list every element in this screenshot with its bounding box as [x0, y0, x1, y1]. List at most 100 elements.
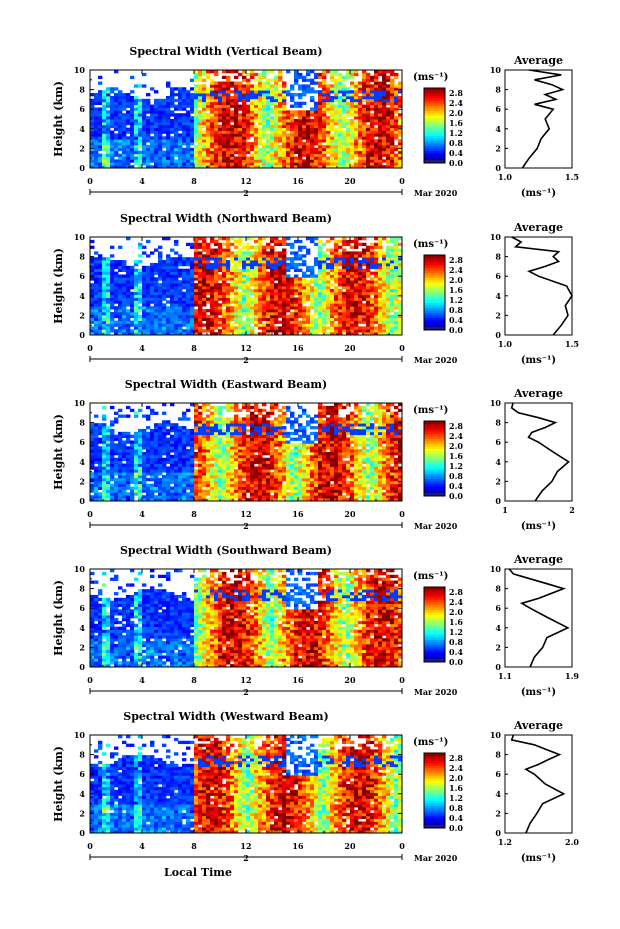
heatmap-cell: [314, 294, 319, 298]
heatmap-cell: [130, 323, 135, 327]
heatmap-cell: [142, 283, 147, 287]
heatmap-cell: [126, 98, 131, 103]
heatmap-cell: [90, 265, 95, 270]
heatmap-cell: [206, 317, 211, 321]
heatmap-cell: [306, 314, 311, 319]
heatmap-cell: [182, 104, 187, 108]
heatmap-cell: [354, 107, 359, 111]
heatmap-cell: [230, 268, 235, 272]
heatmap-cell: [130, 277, 135, 281]
heatmap-cell: [318, 262, 323, 267]
heatmap-cell: [294, 317, 299, 321]
heatmap-cell: [226, 300, 231, 304]
heatmap-cell: [238, 150, 243, 154]
heatmap-cell: [386, 93, 391, 97]
heatmap-cell: [94, 449, 99, 453]
heatmap-cell: [338, 133, 343, 137]
heatmap-cell: [282, 288, 287, 293]
heatmap-cell: [206, 245, 211, 249]
heatmap-cell: [354, 162, 359, 166]
heatmap-cell: [118, 317, 123, 321]
heatmap-cell: [178, 300, 183, 304]
heatmap-cell: [122, 127, 127, 131]
heatmap-cell: [258, 101, 263, 105]
heatmap-cell: [178, 113, 183, 117]
heatmap-cell: [210, 268, 215, 272]
heatmap-cell: [194, 271, 199, 275]
heatmap-cell: [394, 277, 399, 281]
heatmap-cell: [306, 280, 311, 284]
heatmap-cell: [190, 317, 195, 321]
heatmap-cell: [298, 150, 303, 154]
heatmap-cell: [118, 277, 123, 281]
profile-y-tick-label: 0: [495, 163, 501, 173]
heatmap-cell: [150, 274, 155, 278]
heatmap-cell: [190, 110, 195, 114]
heatmap-cell: [382, 323, 387, 327]
heatmap-cell: [110, 116, 115, 120]
heatmap-cell: [134, 297, 139, 301]
heatmap-cell: [242, 265, 247, 270]
heatmap-cell: [318, 162, 323, 166]
heatmap-cell: [362, 78, 367, 82]
heatmap-cell: [210, 121, 215, 126]
heatmap-cell: [382, 332, 387, 336]
heatmap-cell: [102, 291, 107, 296]
heatmap-cell: [262, 317, 267, 321]
heatmap-cell: [114, 150, 119, 154]
heatmap-cell: [98, 311, 103, 316]
heatmap-cell: [106, 294, 111, 298]
heatmap-cell: [198, 277, 203, 281]
heatmap-cell: [94, 142, 99, 146]
heatmap-cell: [298, 326, 303, 330]
heatmap-cell: [118, 437, 123, 441]
heatmap-cell: [162, 113, 167, 117]
heatmap-cell: [238, 237, 243, 241]
heatmap-cell: [394, 98, 399, 103]
heatmap-cell: [258, 162, 263, 166]
heatmap-cell: [210, 70, 215, 74]
heatmap-cell: [90, 311, 95, 316]
heatmap-cell: [134, 480, 139, 485]
heatmap-cell: [174, 165, 179, 169]
heatmap-cell: [122, 300, 127, 304]
heatmap-cell: [202, 286, 207, 290]
heatmap-cell: [318, 113, 323, 117]
heatmap-cell: [314, 81, 319, 85]
heatmap-cell: [174, 329, 179, 333]
heatmap-cell: [166, 294, 171, 298]
heatmap-cell: [110, 254, 115, 258]
heatmap-cell: [182, 130, 187, 134]
heatmap-cell: [102, 116, 107, 120]
heatmap-cell: [178, 144, 183, 149]
heatmap-cell: [206, 260, 211, 264]
heatmap-cell: [98, 124, 103, 129]
heatmap-cell: [174, 121, 179, 126]
heatmap-cell: [354, 116, 359, 120]
heatmap-cell: [146, 280, 151, 284]
heatmap-cell: [198, 332, 203, 336]
heatmap-cell: [318, 317, 323, 321]
heatmap-cell: [102, 95, 107, 100]
heatmap-cell: [282, 274, 287, 278]
heatmap-cell: [114, 271, 119, 275]
heatmap-cell: [162, 332, 167, 336]
heatmap-cell: [226, 248, 231, 252]
heatmap-cell: [254, 265, 259, 270]
heatmap-cell: [178, 260, 183, 264]
heatmap-cell: [282, 303, 287, 307]
heatmap-cell: [250, 291, 255, 296]
heatmap-cell: [342, 280, 347, 284]
heatmap-cell: [374, 262, 379, 267]
heatmap-cell: [334, 93, 339, 97]
heatmap-cell: [206, 116, 211, 120]
heatmap-cell: [322, 124, 327, 129]
heatmap-cell: [290, 162, 295, 166]
heatmap-cell: [158, 156, 163, 160]
heatmap-cell: [198, 75, 203, 80]
heatmap-cell: [390, 268, 395, 272]
heatmap-cell: [254, 323, 259, 327]
heatmap-cell: [174, 297, 179, 301]
heatmap-cell: [290, 104, 295, 108]
heatmap-cell: [98, 326, 103, 330]
